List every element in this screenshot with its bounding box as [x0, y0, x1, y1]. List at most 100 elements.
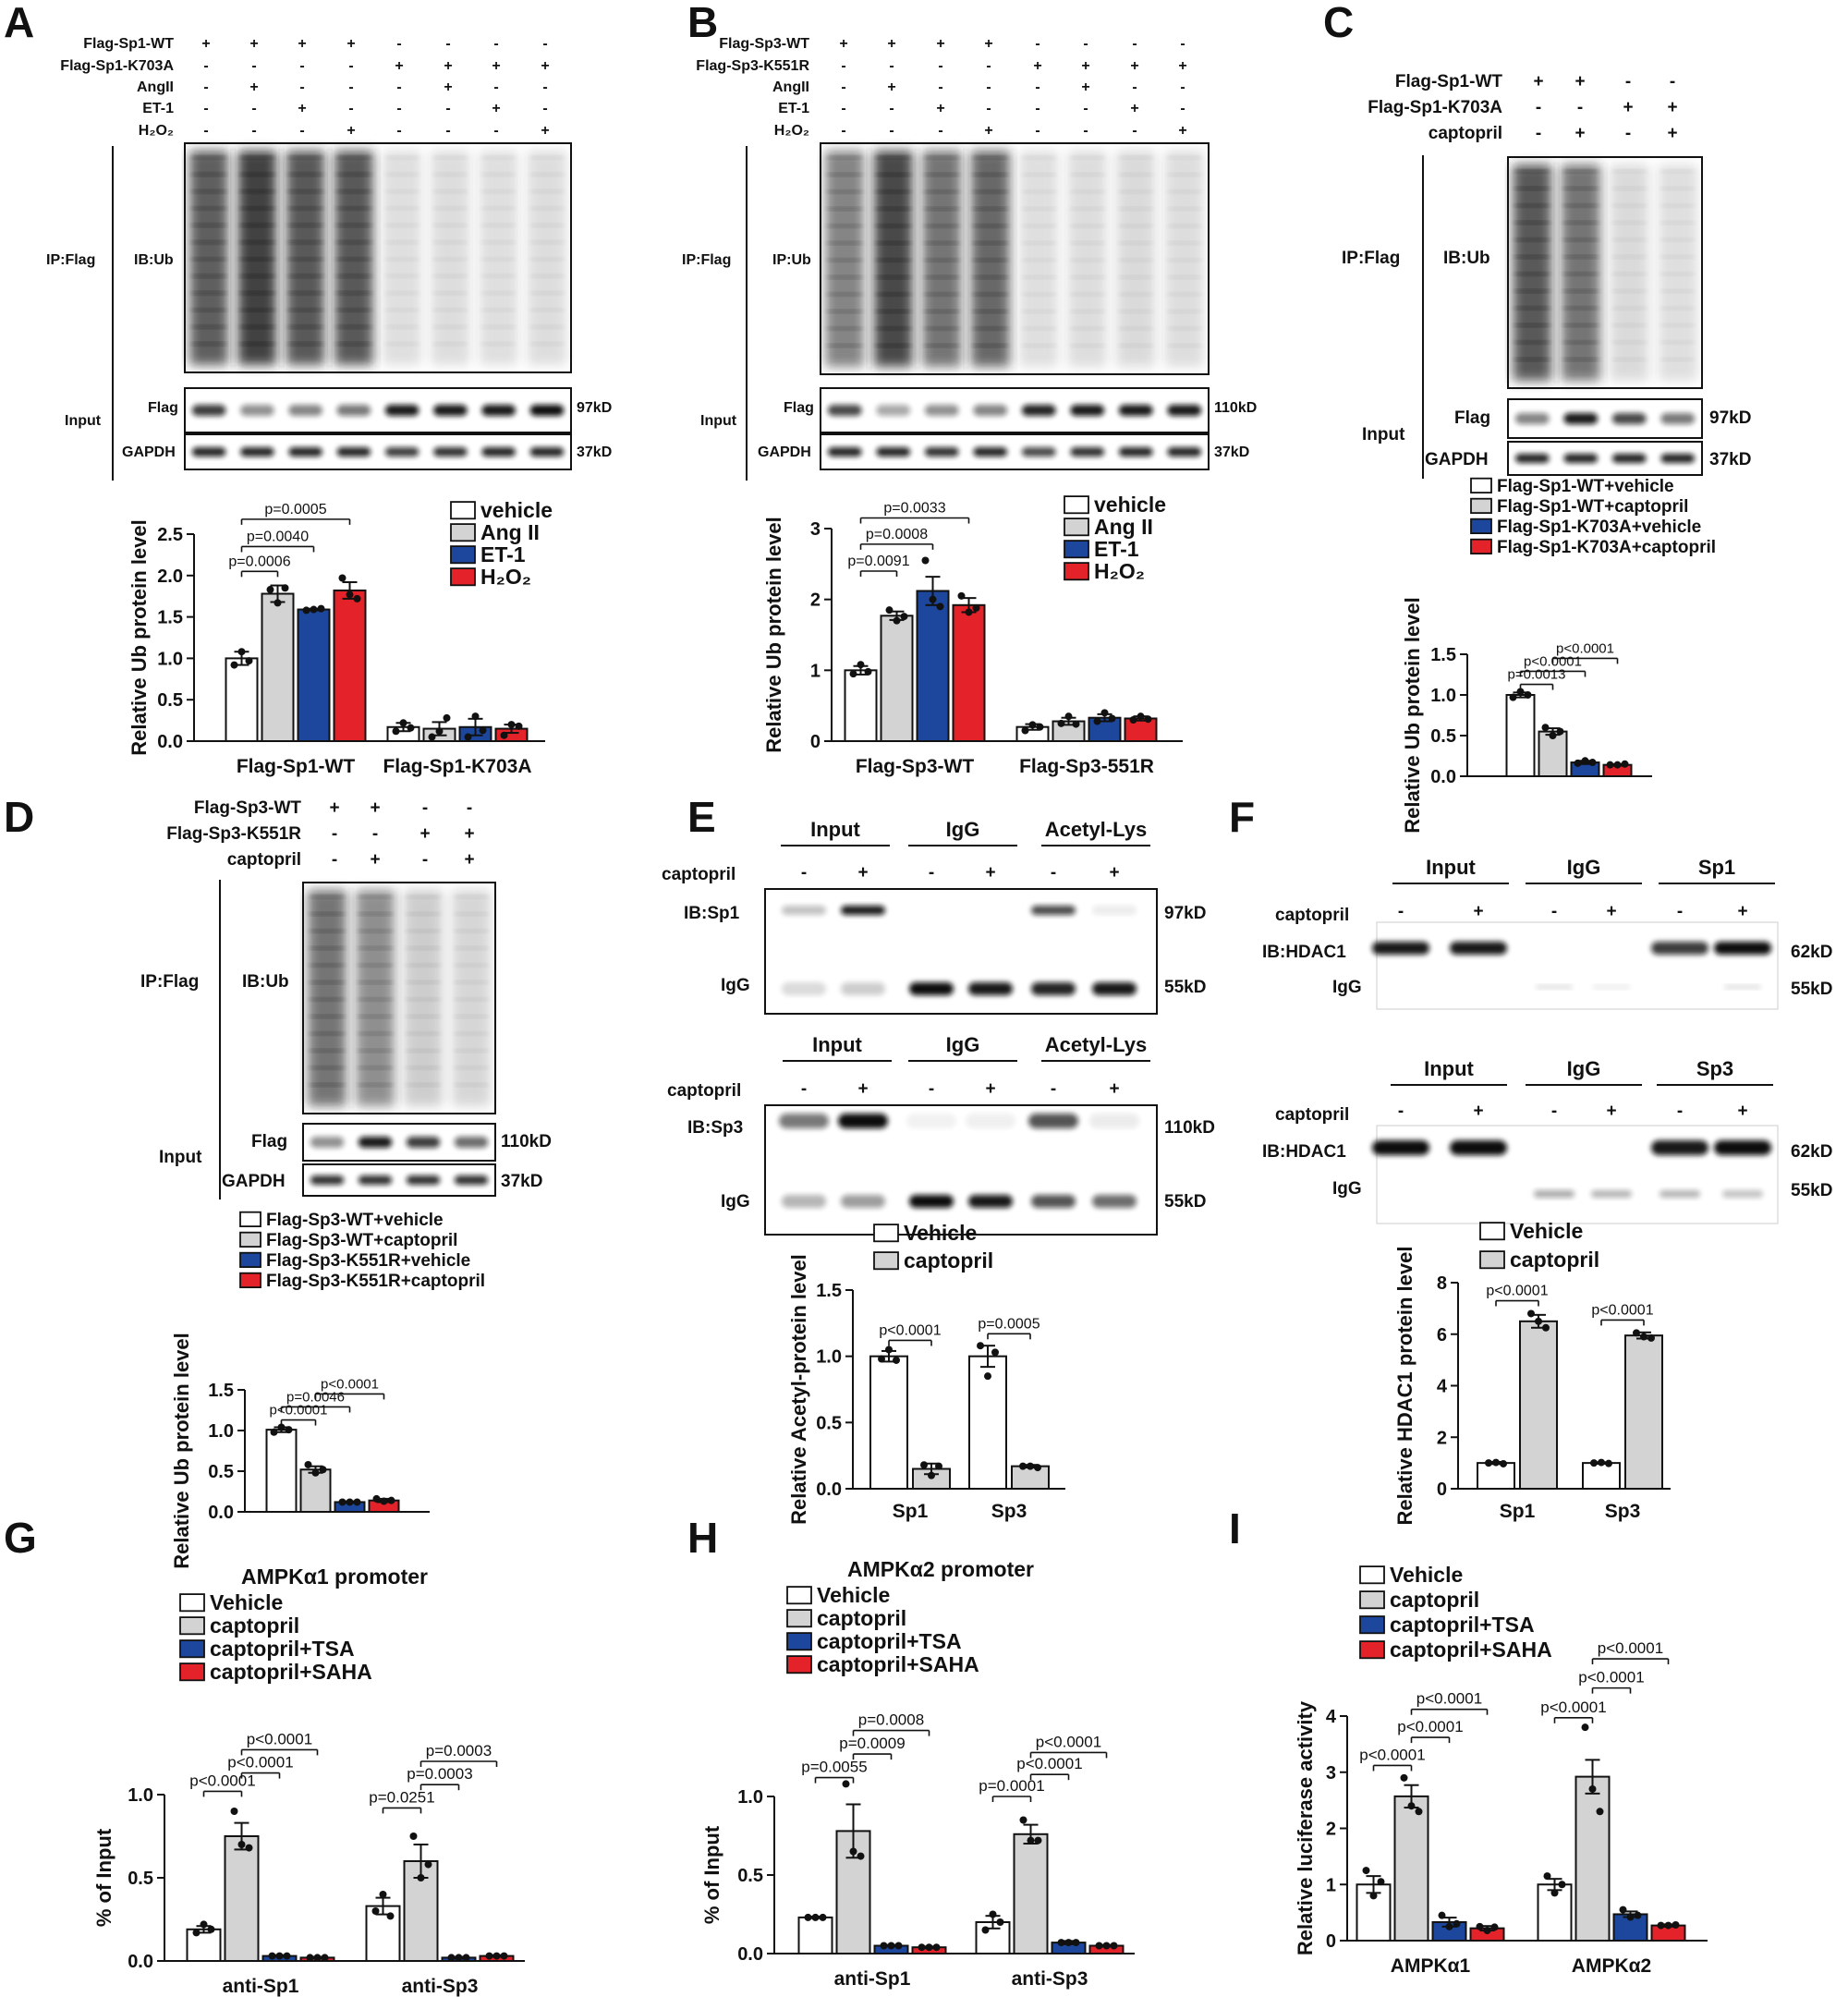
smear-band — [406, 1083, 441, 1087]
sign-mark: - — [1625, 124, 1631, 143]
smear-band — [406, 930, 441, 932]
smear-band — [1660, 341, 1696, 344]
data-point — [346, 1498, 354, 1506]
legend-label: captopril+TSA — [817, 1629, 962, 1653]
band — [1070, 447, 1105, 457]
smear-band — [406, 964, 441, 967]
data-point — [1028, 721, 1037, 729]
data-point — [1588, 1784, 1597, 1793]
sign-mark: - — [801, 1079, 807, 1099]
band — [1660, 454, 1696, 463]
sign-mark: - — [1132, 79, 1137, 95]
band — [1563, 413, 1599, 424]
data-point — [319, 1466, 327, 1474]
data-point — [338, 1498, 346, 1506]
legend-label: captopril — [210, 1613, 299, 1638]
data-point — [304, 1460, 312, 1468]
smear-band — [529, 156, 565, 159]
smear-band — [1611, 204, 1647, 207]
smear-band — [1118, 344, 1154, 347]
sign-mark: + — [839, 36, 847, 52]
legend-label: Ang II — [1094, 515, 1153, 539]
smear-band — [358, 980, 393, 984]
smear-band — [1611, 307, 1647, 310]
sign-mark: + — [936, 101, 944, 116]
legend-label: Flag-Sp3-WT+captopril — [266, 1231, 457, 1250]
smear-band — [1514, 323, 1550, 327]
data-point — [893, 616, 901, 625]
smear-band — [1514, 341, 1550, 344]
smear-band — [358, 895, 393, 898]
legend-swatch — [239, 1272, 261, 1288]
band — [1514, 454, 1550, 463]
smear-band — [384, 274, 420, 278]
y-tick-label: 0.5 — [737, 1866, 763, 1886]
sign-mark: + — [298, 101, 306, 116]
y-tick-label: 8 — [1437, 1273, 1447, 1294]
ib-label: IB:Ub — [242, 972, 289, 992]
sign-mark: - — [986, 58, 991, 74]
smear-band — [1660, 204, 1696, 207]
band — [1092, 906, 1137, 915]
data-point — [207, 1925, 215, 1933]
y-tick-label: 1.0 — [157, 649, 183, 669]
smear-band — [1069, 259, 1105, 262]
smear-band — [875, 207, 911, 211]
data-point — [200, 1920, 208, 1929]
kd-label: 37kD — [501, 1172, 542, 1191]
sign-mark: - — [299, 123, 304, 139]
data-point — [1453, 1919, 1461, 1928]
data-point — [932, 1943, 941, 1952]
cond-label: Flag-Sp3-K551R — [696, 58, 809, 74]
smear-band — [358, 930, 393, 932]
flag-label: Flag — [1454, 408, 1490, 428]
data-point — [1064, 1939, 1073, 1947]
legend-label: captopril+TSA — [1390, 1613, 1535, 1637]
y-tick-label: 0 — [1437, 1479, 1447, 1500]
band — [1031, 982, 1076, 995]
y-axis-label: Relative Ub protein level — [170, 1333, 193, 1569]
smear-band — [875, 173, 911, 177]
p-value-label: p=0.0006 — [228, 554, 290, 569]
smear-band — [1166, 225, 1202, 227]
sign-row: - + - + - + — [801, 1079, 1120, 1099]
smear-band — [924, 173, 960, 177]
smear-band — [454, 1083, 489, 1087]
sign-mark: - — [1677, 902, 1683, 921]
smear-band — [480, 224, 517, 227]
sign-mark: + — [1081, 58, 1089, 74]
data-point — [1581, 757, 1589, 765]
chart-d: 0.0 0.5 1.0 1.5 Relative Ub protein level p<0… — [170, 1211, 485, 1569]
panel-e-blot: Input IgG Acetyl-Lys captopril - + - + - + IB:S… — [662, 818, 1215, 1236]
smear-band — [310, 912, 345, 916]
smear-band — [432, 325, 468, 329]
sign-mark: + — [1737, 902, 1747, 921]
data-point — [1095, 1942, 1103, 1950]
data-point — [1110, 1942, 1118, 1950]
sign-mark: - — [251, 58, 256, 74]
sign-mark: + — [1667, 98, 1677, 117]
panel-letter-g: G — [4, 1514, 37, 1562]
data-point — [1581, 1723, 1589, 1732]
band — [827, 447, 862, 457]
smear-band — [1611, 273, 1647, 275]
legend-swatch — [1064, 495, 1089, 515]
cond-label: Flag-Sp3-WT — [719, 36, 809, 52]
data-point — [1019, 1816, 1027, 1824]
data-point — [1543, 1872, 1551, 1881]
p-value-label: p=0.0008 — [858, 1711, 924, 1729]
y-axis-label: Relative luciferase activity — [1294, 1700, 1317, 1955]
data-point — [371, 1907, 380, 1915]
data-point — [880, 1942, 888, 1950]
cond-label: ET-1 — [142, 101, 174, 116]
bar — [1505, 694, 1536, 777]
legend-swatch — [239, 1231, 261, 1248]
smear-band — [1166, 173, 1202, 177]
sign-mark: + — [887, 36, 895, 52]
sign-mark: + — [1574, 124, 1585, 143]
smear-band — [432, 309, 468, 311]
sign-mark: + — [464, 850, 474, 870]
panel-b-blot: IP:Flag IP:Ub Input Flag 110kD GAPDH 37k… — [682, 142, 1257, 481]
bands — [779, 1114, 1139, 1208]
